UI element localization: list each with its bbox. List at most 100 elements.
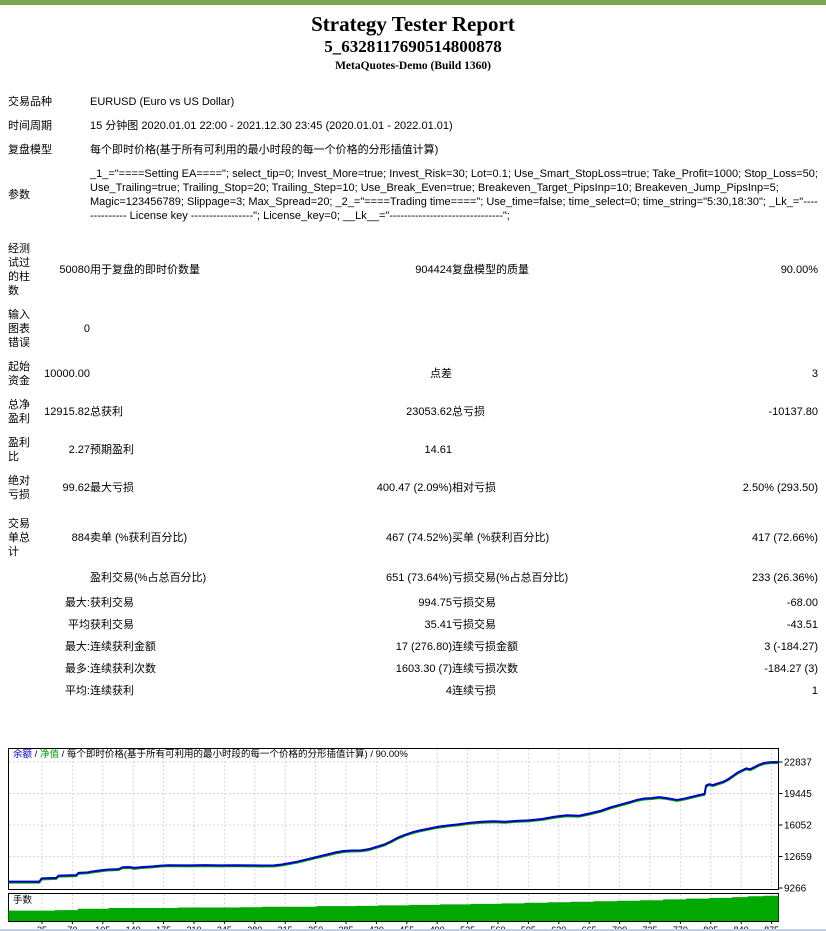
report-row: 输入图表错误 0 [8, 303, 818, 355]
x-axis-label: 70 [67, 925, 77, 931]
stat-value-3: -43.51 [786, 619, 818, 631]
stat-row-label [8, 592, 40, 614]
report-row: 经测试过的柱数 50080 用于复盘的即时价数量 904424 复盘模型的质量 90.00… [8, 228, 818, 303]
ea-name: 5_6328117690514800878 [324, 37, 502, 56]
stat-value-2: 400.47 (2.09%) [376, 482, 452, 494]
x-axis-label: 525 [460, 925, 475, 931]
stat-label-3: 买单 (%获利百分比) [452, 532, 550, 544]
report-row: 起始资金 10000.00 点差 3 [8, 355, 818, 393]
x-axis-label: 840 [734, 925, 749, 931]
x-axis-label: 595 [521, 925, 536, 931]
x-axis-label: 315 [278, 925, 293, 931]
x-axis-label: 560 [490, 925, 505, 931]
stat-value-1: 平均 [68, 619, 90, 631]
x-axis-label: 630 [551, 925, 566, 931]
stat-label-2: 连续获利次数 [90, 663, 156, 675]
report-row: 最大: 连续获利金额 17 (276.80) 连续亏损金额 3 (-184.27) [8, 636, 818, 658]
stat-value-1: 最多: [64, 663, 90, 675]
stat-value-3: 3 (-184.27) [764, 641, 818, 653]
stat-value-2: 17 (276.80) [395, 641, 452, 653]
stat-row-label: 输入图表错误 [8, 309, 30, 349]
stat-value-1: 50080 [59, 264, 90, 276]
stat-label-3: 连续亏损 [452, 685, 496, 697]
y-axis-label: 19445 [784, 789, 812, 800]
report-row: 绝对亏损 99.62 最大亏损 400.47 (2.09%) 相对亏损 2.50% (29… [8, 469, 818, 507]
stat-row-label [8, 636, 40, 658]
x-axis-label: 735 [642, 925, 657, 931]
x-axis-label: 210 [186, 925, 201, 931]
stat-label-3 [452, 355, 664, 393]
stat-row-label: 交易单总计 [8, 518, 30, 558]
stat-row-label: 起始资金 [8, 361, 30, 387]
stat-label-2: 获利交易 [90, 597, 134, 609]
stat-row-label [8, 564, 40, 592]
lots-label: 手数 [13, 894, 33, 906]
server-build: MetaQuotes-Demo (Build 1360) [335, 60, 491, 72]
report-row: 最多: 连续获利次数 1603.30 (7) 连续亏损次数 -184.27 (3) [8, 658, 818, 680]
stat-label-2: 最大亏损 [90, 482, 134, 494]
info-row-label: 参数 [8, 189, 30, 201]
y-axis-label: 22837 [784, 758, 812, 769]
stat-value-3: 3 [811, 368, 818, 380]
x-axis-label: 105 [95, 925, 110, 931]
report-row: 参数 _1_="====Setting EA===="; select_tip=0… [8, 162, 818, 228]
stat-label-2 [90, 355, 298, 393]
report-header: Strategy Tester Report 5_632811769051480… [0, 12, 826, 74]
balance-line [8, 761, 779, 883]
stat-value-2: 14.61 [424, 444, 452, 456]
stat-label-2: 卖单 (%获利百分比) [90, 532, 188, 544]
legend-balance: 余额 [13, 748, 33, 760]
stat-row-label: 经测试过的柱数 [8, 243, 30, 297]
stat-label-2: 连续获利金额 [90, 641, 156, 653]
info-row-value: EURUSD (Euro vs US Dollar) [90, 96, 235, 108]
info-row-label: 复盘模型 [8, 144, 52, 156]
x-axis-label: 420 [369, 925, 384, 931]
info-row-value: 每个即时价格(基于所有可利用的最小时段的每一个价格的分形插值计算) [90, 144, 439, 156]
x-axis-label: 280 [247, 925, 262, 931]
report-row: 总净盈利 12915.82 总获利 23053.62 总亏损 -10137.80 [8, 393, 818, 431]
stat-value-2: 1603.30 (7) [395, 663, 452, 675]
stat-value-3: -10137.80 [768, 406, 818, 418]
info-row-value: _1_="====Setting EA===="; select_tip=0; … [90, 168, 818, 222]
top-accent-bar [0, 0, 826, 5]
stat-label-3 [452, 431, 664, 469]
x-axis-label: 490 [430, 925, 445, 931]
stat-label-2: 盈利交易(%占总百分比) [90, 572, 207, 584]
stat-row-label [8, 680, 40, 702]
chart-legend: 余额 / 净值 / 每个即时价格(基于所有可利用的最小时段的每一个价格的分形插值… [13, 748, 408, 760]
report-row: 最大: 获利交易 994.75 亏损交易 -68.00 [8, 592, 818, 614]
stat-value-3: 233 (26.36%) [751, 572, 818, 584]
stat-value-1: 12915.82 [44, 406, 90, 418]
stat-value-2 [298, 303, 452, 355]
report-table: 交易品种 EURUSD (Euro vs US Dollar) 时间周期 15 分钟图… [8, 90, 818, 702]
stat-label-3: 连续亏损次数 [452, 663, 518, 675]
x-axis-label: 140 [126, 925, 141, 931]
x-axis-label: 350 [308, 925, 323, 931]
x-axis-label: 35 [37, 925, 47, 931]
stat-value-3 [664, 431, 818, 469]
stat-row-label: 总净盈利 [8, 399, 30, 425]
stat-value-2: 点差 [430, 368, 452, 380]
stat-label-3: 亏损交易 [452, 597, 496, 609]
stat-label-3: 相对亏损 [452, 482, 496, 494]
stat-value-2: 35.41 [424, 619, 452, 631]
x-axis-label: 805 [703, 925, 718, 931]
stat-label-3: 总亏损 [452, 406, 485, 418]
stat-label-2: 连续获利 [90, 685, 134, 697]
x-axis-label: 175 [156, 925, 171, 931]
report-row: 平均 获利交易 35.41 亏损交易 -43.51 [8, 614, 818, 636]
stat-row-label [8, 658, 40, 680]
stat-value-1: 平均: [64, 685, 90, 697]
stat-row-label: 绝对亏损 [8, 475, 30, 501]
x-axis-label: 700 [612, 925, 627, 931]
info-row-label: 时间周期 [8, 120, 52, 132]
stat-value-2: 4 [445, 685, 452, 697]
stat-label-2: 获利交易 [90, 619, 134, 631]
report-row: 交易单总计 884 卖单 (%获利百分比) 467 (74.52%) 买单 (%获利百分… [8, 507, 818, 564]
report-row: 盈利交易(%占总百分比) 651 (73.64%) 亏损交易(%占总百分比) 233 … [8, 564, 818, 592]
report-row: 交易品种 EURUSD (Euro vs US Dollar) [8, 90, 818, 114]
x-axis-label: 385 [338, 925, 353, 931]
stat-value-1: 10000.00 [44, 368, 90, 380]
report-row: 复盘模型 每个即时价格(基于所有可利用的最小时段的每一个价格的分形插值计算) [8, 138, 818, 162]
